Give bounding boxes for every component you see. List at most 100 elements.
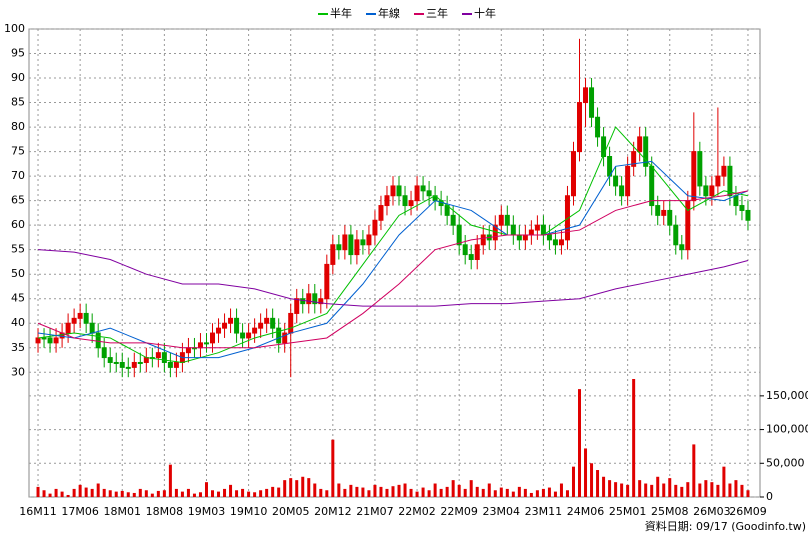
volume-bar [144,490,148,497]
volume-bar [217,491,221,497]
candle-body [95,332,101,349]
volume-bar [337,483,341,497]
candle-body [246,332,252,339]
x-tick-label: 20M05 [272,505,310,518]
volume-bar [505,488,509,497]
y-tick-label: 80 [11,120,25,133]
volume-bar [114,491,118,497]
volume-bar [415,491,419,497]
candle-body [270,317,276,329]
volume-bar [229,484,233,497]
y-tick-label: 95 [11,47,25,60]
candle-body [312,293,318,305]
volume-bar [313,483,317,497]
volume-bar [553,491,557,497]
volume-bar [277,487,281,497]
ma-line [37,160,749,359]
candle-body [546,234,552,241]
candle-body [709,185,715,197]
candle-body [167,361,173,368]
candle-body [131,361,137,368]
candle-body [47,337,53,344]
candle-body [468,254,474,260]
legend-label: 十年 [474,6,496,20]
candle-body [276,327,282,344]
x-tick-label: 23M04 [483,505,521,518]
volume-bar [481,488,485,497]
candle-body [101,347,107,359]
candle-body [203,342,209,345]
volume-bar [168,464,172,497]
volume-bar [319,488,323,497]
volume-bar [439,488,443,497]
candle-body [372,219,378,236]
volume-bar [241,488,245,497]
candle-body [89,322,95,334]
candle-body [504,214,510,226]
volume-bar [559,483,563,497]
candle-body [41,337,47,340]
volume-bar [211,490,215,497]
volume-bar [235,490,239,497]
volume-bar [433,483,437,497]
candle-body [71,317,77,324]
volume-bar [523,488,527,497]
candle-body [739,205,745,211]
candle-body [552,239,558,246]
volume-bar [48,493,52,497]
volume-bar [198,492,202,497]
volume-bar [126,492,130,497]
volume-bar [457,484,461,497]
ma-line [37,126,749,363]
x-tick-label: 25M08 [651,505,689,518]
volume-bar [584,448,588,497]
volume-bar [192,493,196,497]
volume-bar [499,487,503,497]
candle-body [528,229,534,236]
candle-body [222,322,228,329]
candle-body [342,234,348,251]
candle-body [474,244,480,260]
candle-body [330,244,336,265]
volume-bar [704,480,708,497]
volume-bar [674,484,678,497]
candle-body [522,234,528,241]
volume-bar [493,490,497,497]
volume-bar [391,486,395,497]
x-tick-label: 25M01 [609,505,647,518]
candle-body [155,352,161,359]
candle-body [252,327,258,334]
y-tick-label: 65 [11,194,25,207]
volume-bar [746,490,750,497]
volume-bar [253,492,257,497]
x-tick-label: 23M11 [525,505,563,518]
candle-body [402,195,408,207]
y-tick-label: 50 [11,267,25,280]
candle-body [414,185,420,202]
footnote: 資料日期: 09/17 (Goodinfo.tw) [645,519,806,533]
candle-body [679,244,685,251]
candle-body [516,234,522,241]
volume-bar [734,480,738,497]
y2-tick-label: 50,000 [766,456,805,469]
volume-bar [614,482,618,497]
x-tick-label: 16M11 [19,505,57,518]
volume-bar [620,483,624,497]
candle-body [534,224,540,231]
volume-bar [36,486,40,497]
candle-body [745,209,751,221]
candle-body [234,317,240,334]
volume-bar [728,483,732,497]
candle-body [258,322,264,329]
x-tick-label: 18M08 [146,505,184,518]
volume-bar [54,488,58,497]
volume-bar [626,484,630,497]
x-tick-label: 22M02 [398,505,436,518]
candle-body [577,102,583,153]
volume-bar [529,492,533,497]
volume-bar [638,480,642,497]
volume-bar [397,484,401,497]
x-tick-label: 19M10 [230,505,268,518]
candle-body [589,87,595,118]
